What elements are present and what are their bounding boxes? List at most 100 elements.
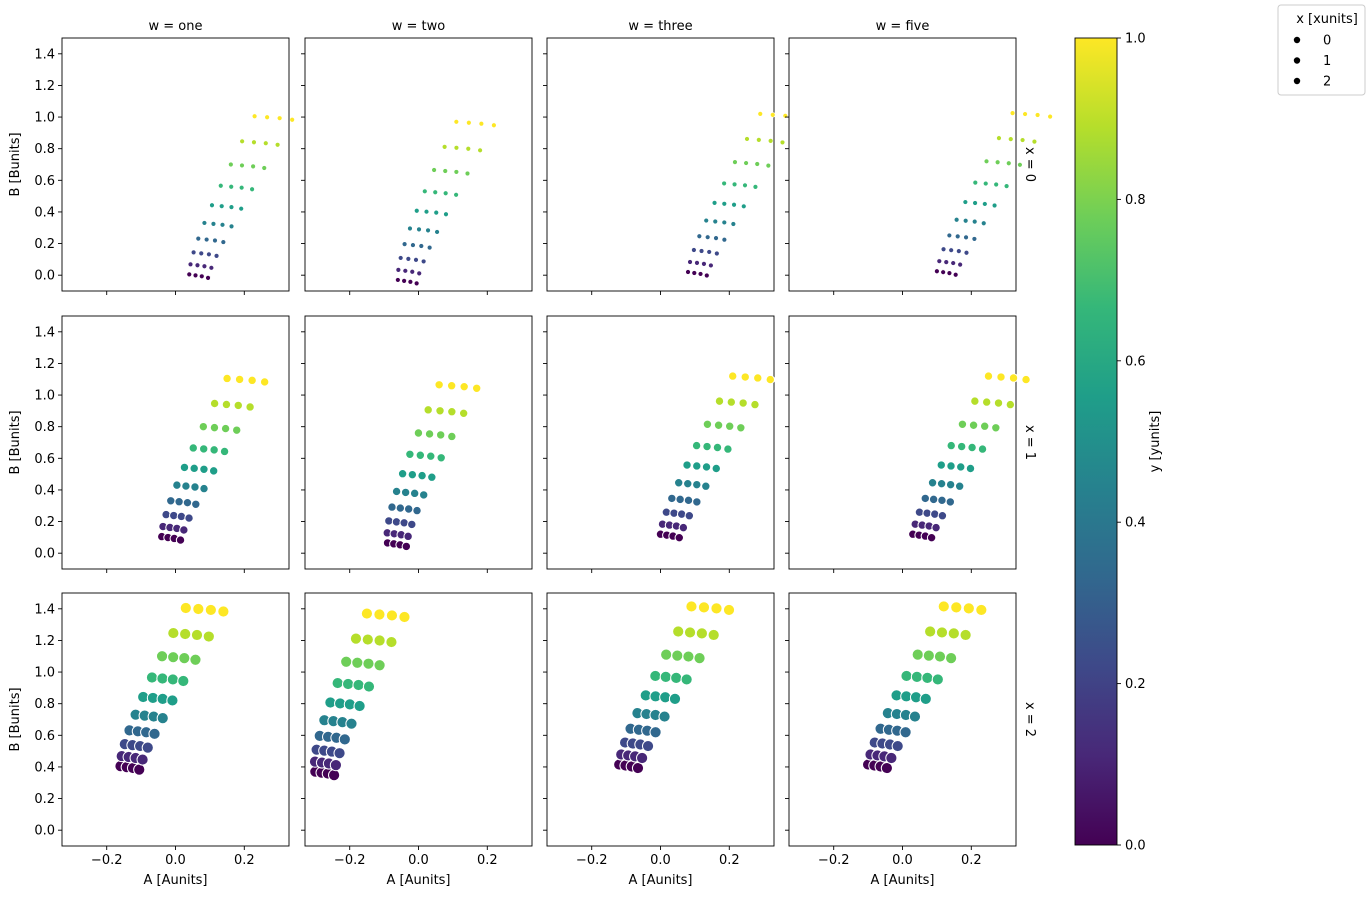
data-point <box>192 602 205 616</box>
data-point <box>743 160 749 166</box>
data-point <box>740 372 750 382</box>
data-point <box>201 263 208 269</box>
points <box>655 371 775 543</box>
data-point <box>983 371 994 381</box>
data-point <box>946 461 956 471</box>
data-point <box>937 495 947 506</box>
data-point <box>423 208 430 215</box>
legend-entry-label: 0 <box>1323 34 1331 49</box>
data-point <box>156 712 169 725</box>
points <box>934 110 1053 278</box>
points <box>862 600 988 775</box>
colorbar: 0.0 0.2 0.4 0.6 0.8 1.0 y [yunits] <box>1074 32 1163 854</box>
data-point <box>685 600 698 613</box>
y-tick-label: 0.2 <box>34 792 55 807</box>
data-point <box>166 496 176 506</box>
data-point <box>148 727 161 740</box>
legend-entry-label: 2 <box>1323 75 1331 90</box>
data-point <box>708 262 714 269</box>
x-tick-label: −0.2 <box>91 853 123 868</box>
data-point <box>993 181 999 188</box>
data-point <box>756 137 762 143</box>
data-point <box>685 269 691 275</box>
data-point <box>340 655 353 668</box>
data-point <box>936 478 947 489</box>
data-point <box>208 265 215 271</box>
data-point <box>678 522 689 533</box>
data-point <box>946 270 953 276</box>
data-point <box>190 482 200 492</box>
data-point <box>228 204 235 210</box>
data-point <box>659 670 672 684</box>
data-point <box>991 423 1001 433</box>
data-point <box>701 261 707 267</box>
data-point <box>725 421 735 431</box>
data-point <box>156 672 169 685</box>
data-point <box>956 441 967 452</box>
data-point <box>250 163 256 170</box>
data-point <box>948 247 954 253</box>
data-point <box>407 469 418 480</box>
data-point <box>694 260 700 266</box>
legend-marker <box>1293 57 1301 64</box>
data-point <box>175 535 186 545</box>
data-point <box>402 268 409 274</box>
data-point <box>141 741 154 754</box>
data-point <box>1008 136 1014 142</box>
data-point <box>422 188 428 195</box>
data-point <box>349 632 363 645</box>
data-point <box>471 383 482 393</box>
points <box>308 607 411 782</box>
data-point <box>166 694 179 707</box>
data-point <box>417 470 427 481</box>
data-point <box>478 121 485 127</box>
data-point <box>387 502 397 512</box>
data-point <box>373 634 386 647</box>
legend-marker <box>1293 36 1301 44</box>
y-axis-label: B [Bunits] <box>8 687 23 751</box>
data-point <box>410 242 416 248</box>
data-point <box>711 463 721 474</box>
data-point <box>750 399 760 410</box>
data-point <box>631 761 645 775</box>
data-point <box>711 200 718 206</box>
data-point <box>982 201 988 207</box>
y-axis-label: B [Bunits] <box>8 132 23 196</box>
data-point <box>1031 138 1038 145</box>
data-point <box>701 481 711 491</box>
y-tick-label: 1.2 <box>34 634 55 649</box>
data-point <box>172 480 182 490</box>
data-point <box>351 656 364 669</box>
data-point <box>963 234 969 241</box>
data-point <box>741 203 747 210</box>
data-point <box>161 509 171 520</box>
data-point <box>738 398 748 408</box>
data-point <box>329 758 343 772</box>
x-tick-label: −0.2 <box>334 853 366 868</box>
y-tick-label: 0.4 <box>34 205 55 220</box>
data-point <box>1034 112 1041 118</box>
data-point <box>174 497 184 507</box>
data-point <box>702 441 712 452</box>
data-point <box>198 250 204 257</box>
data-point <box>434 229 440 235</box>
data-point <box>477 147 483 154</box>
colorbar-tick-label: 0.6 <box>1125 354 1146 369</box>
data-point <box>731 181 738 188</box>
colorbar-tick-label: 0.0 <box>1125 839 1146 854</box>
data-point <box>914 507 925 517</box>
data-point <box>947 627 960 640</box>
panel-r2-c0: −0.2 0.0 0.2 0.0 0.2 0.4 0.6 0.8 1.0 1.2 1.4 A [Aun… <box>8 592 290 888</box>
y-tick-label: 0.0 <box>34 269 55 284</box>
y-tick-label: 1.4 <box>34 47 55 62</box>
data-point <box>696 233 703 239</box>
data-point <box>676 509 687 519</box>
data-point <box>712 442 723 453</box>
data-point <box>977 444 988 454</box>
data-point <box>722 603 736 617</box>
panel-r0-c1: w = two <box>301 19 533 295</box>
y-tick-label: 0.4 <box>34 760 55 775</box>
data-point <box>920 493 930 504</box>
data-point <box>361 633 374 646</box>
data-point <box>190 249 197 256</box>
